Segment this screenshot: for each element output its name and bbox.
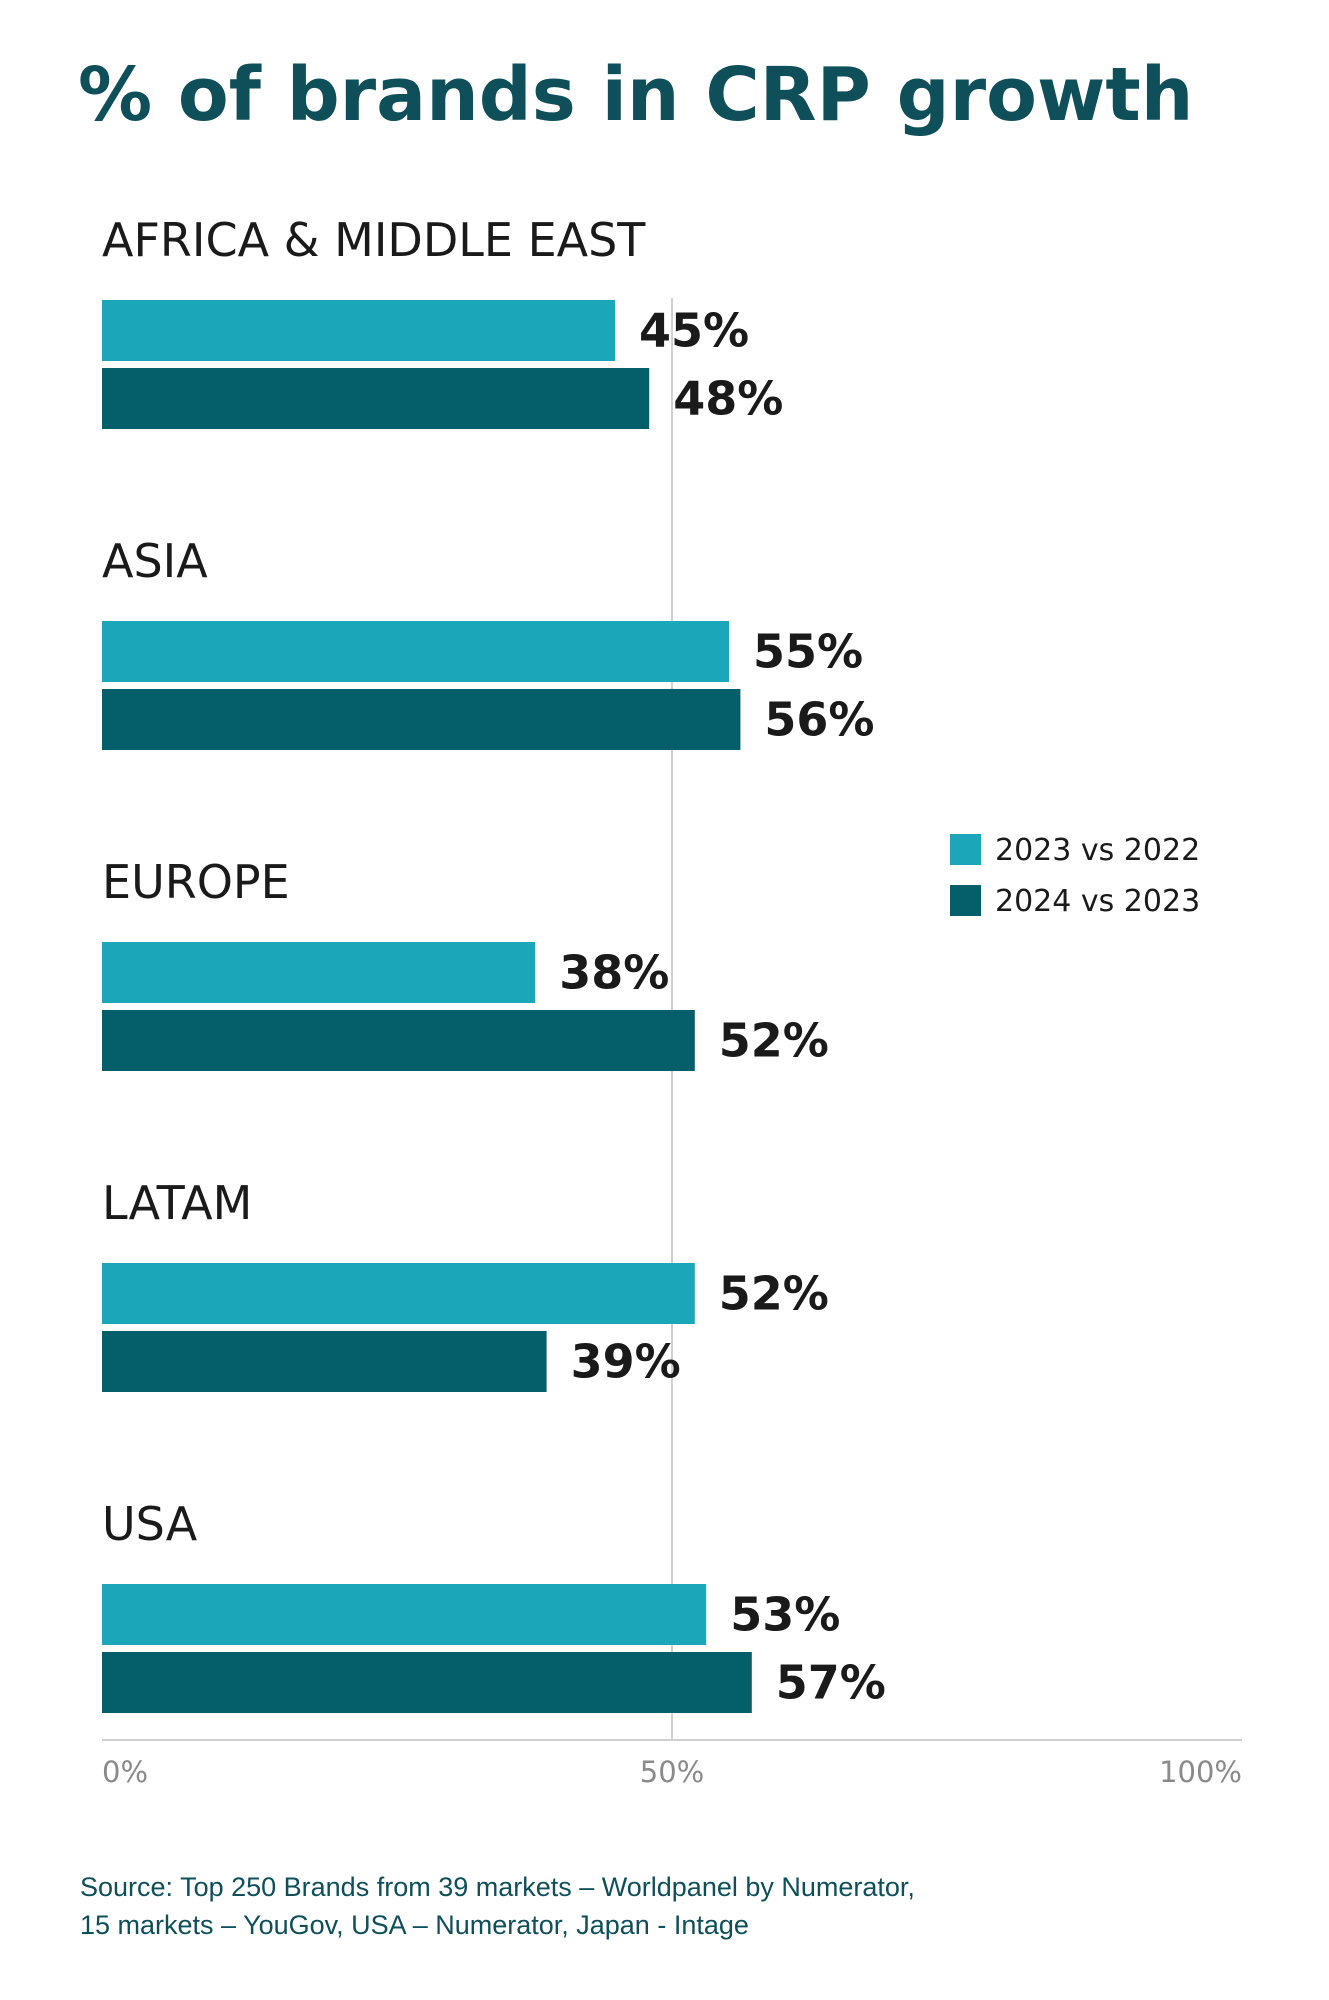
x-tick-label: 50% bbox=[640, 1755, 704, 1789]
bar-series1 bbox=[102, 1584, 707, 1645]
legend-swatch bbox=[950, 834, 981, 865]
category-label: EUROPE bbox=[102, 855, 290, 909]
bar-series1 bbox=[102, 300, 615, 361]
value-label: 52% bbox=[719, 1014, 829, 1068]
legend-swatch bbox=[950, 885, 981, 916]
category-label: AFRICA & MIDDLE EAST bbox=[102, 213, 646, 267]
source-line-2: 15 markets – YouGov, USA – Numerator, Ja… bbox=[80, 1910, 749, 1940]
category-label: LATAM bbox=[102, 1176, 252, 1230]
value-label: 48% bbox=[673, 372, 783, 426]
category-label: USA bbox=[102, 1497, 198, 1551]
bar-series2 bbox=[102, 1652, 752, 1713]
legend-label: 2023 vs 2022 bbox=[995, 833, 1200, 868]
value-label: 56% bbox=[764, 693, 874, 747]
category-label: ASIA bbox=[102, 534, 208, 588]
bar-series2 bbox=[102, 689, 741, 750]
value-label: 38% bbox=[559, 946, 669, 1000]
bar-series1 bbox=[102, 621, 729, 682]
legend-label: 2024 vs 2023 bbox=[995, 884, 1200, 919]
value-label: 45% bbox=[639, 304, 749, 358]
value-label: 52% bbox=[719, 1267, 829, 1321]
x-tick-label: 0% bbox=[102, 1755, 148, 1789]
bar-series2 bbox=[102, 1331, 547, 1392]
value-label: 55% bbox=[753, 625, 863, 679]
bar-series2 bbox=[102, 1010, 695, 1071]
bar-series2 bbox=[102, 368, 650, 429]
source-line-1: Source: Top 250 Brands from 39 markets –… bbox=[80, 1872, 915, 1902]
value-label: 57% bbox=[776, 1656, 886, 1710]
chart-title: % of brands in CRP growth bbox=[78, 52, 1194, 138]
bar-series1 bbox=[102, 1263, 695, 1324]
source-note: Source: Top 250 Brands from 39 markets –… bbox=[80, 1868, 1280, 1944]
value-label: 53% bbox=[730, 1588, 840, 1642]
x-tick-label: 100% bbox=[1159, 1755, 1242, 1789]
value-label: 39% bbox=[571, 1335, 681, 1389]
bar-series1 bbox=[102, 942, 536, 1003]
